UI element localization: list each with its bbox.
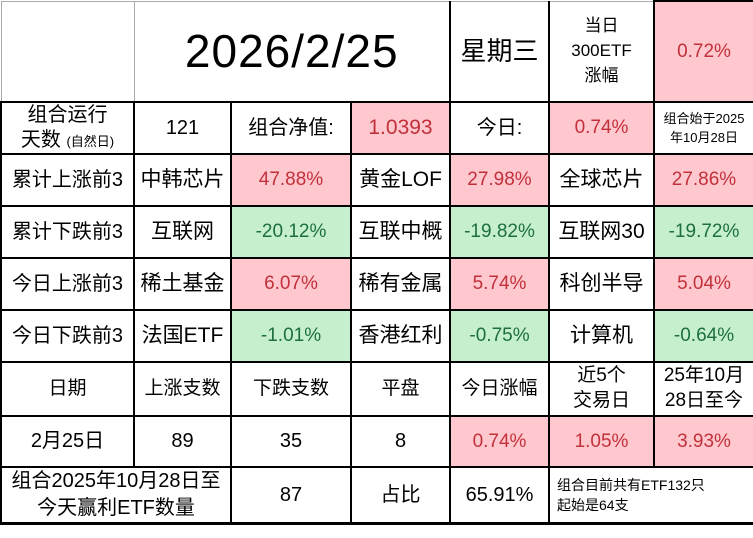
cell-etf-name[interactable]: 科创半导 — [548, 257, 655, 311]
cell-etf-value[interactable]: 47.88% — [230, 153, 352, 207]
cell-etf-value[interactable]: -0.75% — [449, 309, 550, 363]
cell-etf-name[interactable]: 中韩芯片 — [133, 153, 232, 207]
cell-etf-name[interactable]: 黄金LOF — [350, 153, 451, 207]
cell-etf-name[interactable]: 互联网30 — [548, 205, 655, 259]
table-row: 2月25日 89 35 8 0.74% 1.05% 3.93% — [0, 415, 753, 468]
cell-flat-count[interactable]: 8 — [350, 415, 451, 468]
table-row: 2026/2/25 星期三 当日 300ETF 涨幅 0.72% — [0, 0, 753, 103]
cell-etf-value[interactable]: 5.04% — [653, 257, 753, 311]
cell-ranking-label-today-down[interactable]: 今日下跌前3 — [0, 309, 135, 363]
cell-empty-corner[interactable] — [0, 0, 135, 103]
cell-etf-value[interactable]: -19.72% — [653, 205, 753, 259]
cell-last5-change[interactable]: 1.05% — [548, 415, 655, 468]
cell-etf300-label[interactable]: 当日 300ETF 涨幅 — [548, 0, 655, 103]
cell-today-label[interactable]: 今日: — [449, 101, 550, 155]
cell-weekday[interactable]: 星期三 — [449, 0, 550, 103]
cell-etf-value[interactable]: -0.64% — [653, 309, 753, 363]
cell-ranking-label-cum-up[interactable]: 累计上涨前3 — [0, 153, 135, 207]
cell-etf-name[interactable]: 稀有金属 — [350, 257, 451, 311]
header-today-change[interactable]: 今日涨幅 — [449, 361, 550, 417]
cell-etf-value[interactable]: -20.12% — [230, 205, 352, 259]
cell-today-value[interactable]: 0.74% — [548, 101, 655, 155]
cell-start-date-note[interactable]: 组合始于2025 年10月28日 — [653, 101, 753, 155]
run-days-label-line1: 组合运行 — [27, 104, 108, 126]
run-days-label-line2: 天数 — [20, 129, 61, 151]
cell-etf-value[interactable]: -1.01% — [230, 309, 352, 363]
cell-portfolio-size-note[interactable]: 组合目前共有ETF132只 起始是64支 — [548, 466, 753, 525]
cell-etf-name[interactable]: 互联网 — [133, 205, 232, 259]
cell-etf-name[interactable]: 稀土基金 — [133, 257, 232, 311]
cell-date[interactable]: 2026/2/25 — [133, 0, 451, 103]
cell-etf-value[interactable]: 27.86% — [653, 153, 753, 207]
cell-run-days-label[interactable]: 组合运行 天数 (自然日) — [0, 101, 135, 155]
cell-etf300-value[interactable]: 0.72% — [653, 0, 753, 103]
cell-since-start-change[interactable]: 3.93% — [653, 415, 753, 468]
header-since-start[interactable]: 25年10月 28日至今 — [653, 361, 753, 417]
cell-etf-name[interactable]: 香港红利 — [350, 309, 451, 363]
cell-nav-value[interactable]: 1.0393 — [350, 101, 451, 155]
table-row: 累计下跌前3 互联网 -20.12% 互联中概 -19.82% 互联网30 -1… — [0, 205, 753, 259]
cell-daily-date[interactable]: 2月25日 — [0, 415, 135, 468]
cell-etf-name[interactable]: 法国ETF — [133, 309, 232, 363]
table-row: 组合2025年10月28日至 今天赢利ETF数量 87 占比 65.91% 组合… — [0, 466, 753, 525]
header-up-count[interactable]: 上涨支数 — [133, 361, 232, 417]
header-date[interactable]: 日期 — [0, 361, 135, 417]
cell-ranking-label-today-up[interactable]: 今日上涨前3 — [0, 257, 135, 311]
cell-etf-name[interactable]: 全球芯片 — [548, 153, 655, 207]
cell-etf-value[interactable]: 5.74% — [449, 257, 550, 311]
cell-ratio-value[interactable]: 65.91% — [449, 466, 550, 525]
cell-today-change[interactable]: 0.74% — [449, 415, 550, 468]
cell-run-days-value[interactable]: 121 — [133, 101, 232, 155]
cell-down-count[interactable]: 35 — [230, 415, 352, 468]
cell-ranking-label-cum-down[interactable]: 累计下跌前3 — [0, 205, 135, 259]
cell-etf-value[interactable]: -19.82% — [449, 205, 550, 259]
header-last5-days[interactable]: 近5个 交易日 — [548, 361, 655, 417]
table-row: 今日下跌前3 法国ETF -1.01% 香港红利 -0.75% 计算机 -0.6… — [0, 309, 753, 363]
cell-etf-value[interactable]: 6.07% — [230, 257, 352, 311]
table-row: 今日上涨前3 稀土基金 6.07% 稀有金属 5.74% 科创半导 5.04% — [0, 257, 753, 311]
table-row: 日期 上涨支数 下跌支数 平盘 今日涨幅 近5个 交易日 25年10月 28日至… — [0, 361, 753, 417]
table-row: 组合运行 天数 (自然日) 121 组合净值: 1.0393 今日: 0.74%… — [0, 101, 753, 155]
header-down-count[interactable]: 下跌支数 — [230, 361, 352, 417]
etf-dashboard-table: 2026/2/25 星期三 当日 300ETF 涨幅 0.72% 组合运行 天数… — [0, 0, 753, 525]
table-row: 累计上涨前3 中韩芯片 47.88% 黄金LOF 27.98% 全球芯片 27.… — [0, 153, 753, 207]
cell-etf-name[interactable]: 计算机 — [548, 309, 655, 363]
cell-up-count[interactable]: 89 — [133, 415, 232, 468]
cell-etf-name[interactable]: 互联中概 — [350, 205, 451, 259]
run-days-unit-note: (自然日) — [66, 134, 115, 149]
cell-winning-etf-label[interactable]: 组合2025年10月28日至 今天赢利ETF数量 — [0, 466, 232, 525]
cell-winning-etf-count[interactable]: 87 — [230, 466, 352, 525]
cell-nav-label[interactable]: 组合净值: — [230, 101, 352, 155]
header-flat-count[interactable]: 平盘 — [350, 361, 451, 417]
cell-ratio-label[interactable]: 占比 — [350, 466, 451, 525]
cell-etf-value[interactable]: 27.98% — [449, 153, 550, 207]
